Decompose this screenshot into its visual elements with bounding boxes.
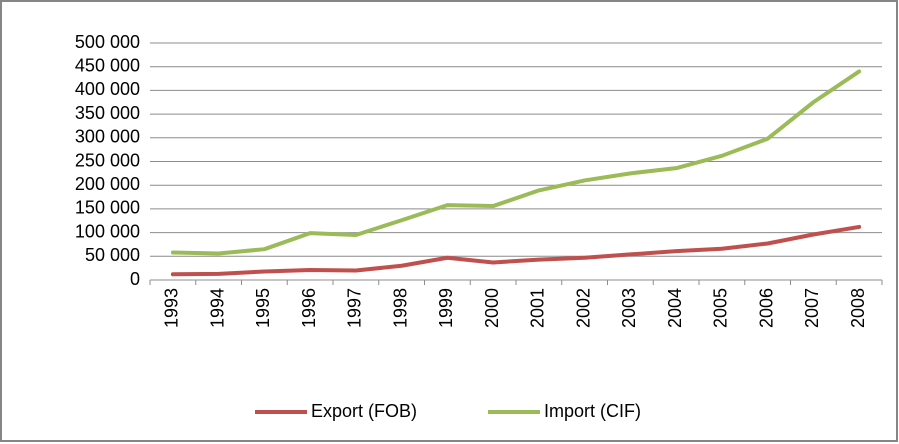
x-tick-label: 2006: [756, 288, 776, 328]
legend-label: Export (FOB): [311, 401, 417, 421]
y-tick-label: 350 000: [75, 103, 140, 123]
x-tick-label: 1995: [253, 288, 273, 328]
y-tick-label: 300 000: [75, 127, 140, 147]
x-tick-label: 2001: [528, 288, 548, 328]
y-tick-label: 450 000: [75, 55, 140, 75]
x-tick-label: 2007: [802, 288, 822, 328]
legend-label: Import (CIF): [544, 401, 641, 421]
x-tick-label: 1996: [299, 288, 319, 328]
series-line: [170, 224, 862, 277]
x-tick-label: 2003: [619, 288, 639, 328]
y-tick-label: 500 000: [75, 32, 140, 52]
y-tick-label: 100 000: [75, 221, 140, 241]
x-tick-label: 1999: [436, 288, 456, 328]
x-tick-label: 2004: [665, 288, 685, 328]
y-tick-label: 0: [130, 269, 140, 289]
y-tick-label: 50 000: [85, 245, 140, 265]
x-tick-label: 1998: [390, 288, 410, 328]
series-line: [170, 69, 862, 256]
x-tick-label: 1994: [207, 288, 227, 328]
y-tick-label: 150 000: [75, 198, 140, 218]
y-tick-label: 200 000: [75, 174, 140, 194]
x-tick-label: 1997: [345, 288, 365, 328]
x-tick-label: 1993: [162, 288, 182, 328]
y-tick-label: 400 000: [75, 79, 140, 99]
x-tick-label: 2005: [711, 288, 731, 328]
x-tick-label: 2008: [848, 288, 868, 328]
x-tick-label: 2002: [573, 288, 593, 328]
y-tick-label: 250 000: [75, 150, 140, 170]
x-tick-label: 2000: [482, 288, 502, 328]
